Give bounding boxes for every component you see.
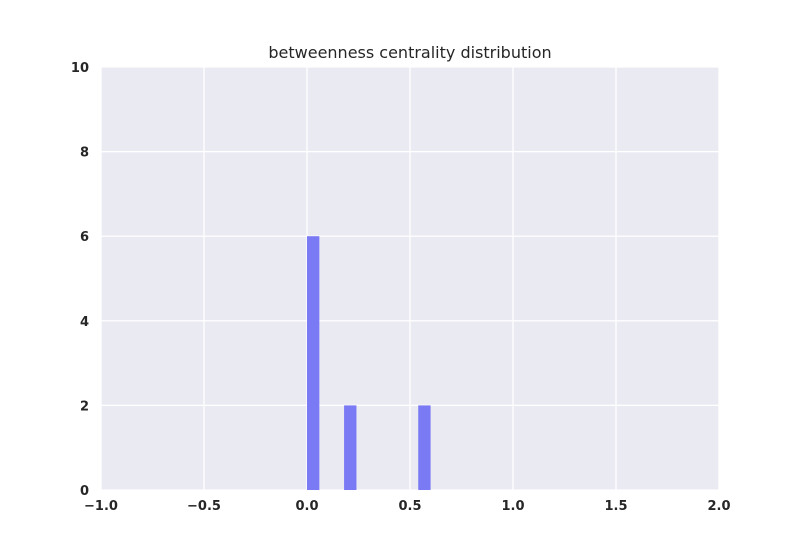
y-axis-ticks: 0 2 4 6 8 10 (71, 61, 89, 499)
chart-title: betweenness centrality distribution (268, 43, 551, 62)
y-tick-label: 4 (80, 315, 89, 330)
x-tick-label: 2.0 (707, 499, 730, 514)
x-tick-label: 1.0 (501, 499, 524, 514)
y-tick-label: 6 (80, 230, 89, 245)
y-tick-label: 0 (80, 484, 89, 499)
x-tick-label: −1.0 (84, 499, 118, 514)
y-tick-label: 10 (71, 61, 89, 76)
x-tick-label: 1.5 (604, 499, 627, 514)
y-tick-label: 8 (80, 146, 89, 161)
y-tick-label: 2 (80, 399, 89, 414)
x-axis-ticks: −1.0 −0.5 0.0 0.5 1.0 1.5 2.0 (84, 499, 730, 514)
x-tick-label: 0.0 (295, 499, 318, 514)
histogram-bar (418, 405, 431, 490)
x-tick-label: 0.5 (398, 499, 421, 514)
histogram-bar (344, 405, 357, 490)
x-tick-label: −0.5 (187, 499, 221, 514)
histogram-bar (307, 236, 320, 490)
bars (307, 236, 431, 490)
